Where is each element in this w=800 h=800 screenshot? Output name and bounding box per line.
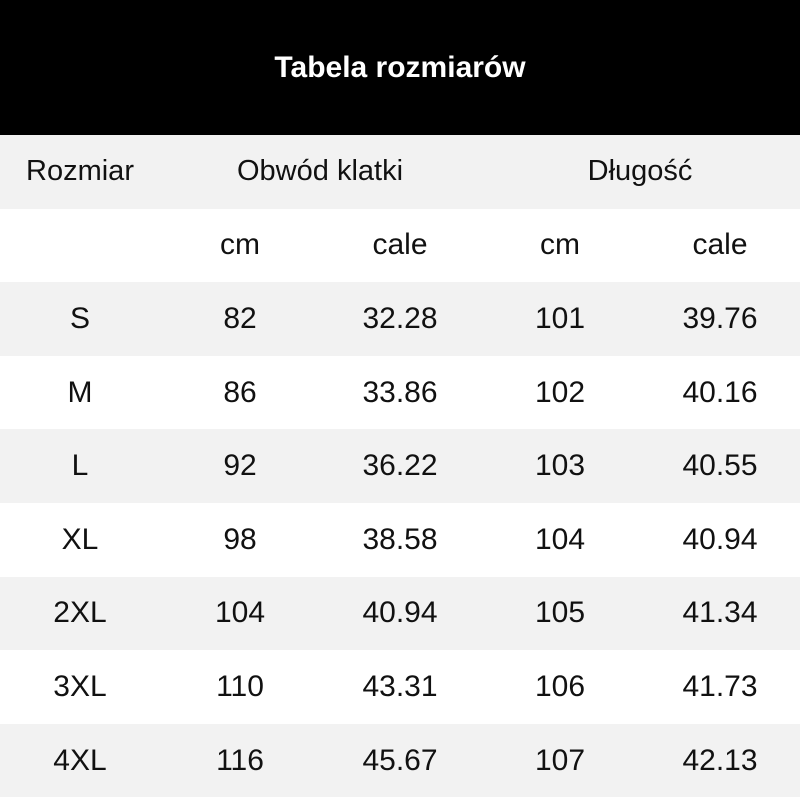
cell-size: S <box>69 301 90 335</box>
cell-length-in: 40.16 <box>682 375 758 409</box>
title-bar: Tabela rozmiarów <box>0 0 800 135</box>
table-row: 4XL 116 45.67 107 42.13 <box>0 723 800 798</box>
cell-chest-in: 43.31 <box>362 669 438 703</box>
cell-length-cm: 106 <box>534 669 586 703</box>
table-row: S 82 32.28 101 39.76 <box>0 282 800 356</box>
cell-chest-in: 40.94 <box>362 596 438 630</box>
cell-chest-cm: 116 <box>216 743 264 777</box>
cell-length-cm: 102 <box>534 375 586 409</box>
unit-length-in: cale <box>692 228 748 262</box>
cell-size: 3XL <box>53 669 107 703</box>
cell-size: 4XL <box>53 743 107 777</box>
unit-chest-cm: cm <box>220 228 260 262</box>
header-row: Rozmiar Obwód klatki Długość <box>0 135 800 209</box>
cell-chest-in: 33.86 <box>362 375 438 409</box>
header-length: Długość <box>587 155 693 188</box>
unit-length-cm: cm <box>540 228 581 262</box>
cell-size: M <box>67 375 93 409</box>
cell-chest-cm: 86 <box>223 375 257 409</box>
size-table: Rozmiar Obwód klatki Długość cm cale cm … <box>0 135 800 798</box>
cell-length-in: 40.55 <box>682 449 758 483</box>
cell-chest-in: 32.28 <box>362 301 438 335</box>
cell-length-in: 42.13 <box>682 743 758 777</box>
units-row: cm cale cm cale <box>0 208 800 283</box>
cell-size: 2XL <box>53 596 107 630</box>
table-row: 2XL 104 40.94 105 41.34 <box>0 576 800 651</box>
unit-chest-in: cale <box>372 228 428 262</box>
cell-length-in: 41.34 <box>682 596 758 630</box>
header-chest: Obwód klatki <box>237 155 404 188</box>
cell-length-in: 41.73 <box>682 669 758 703</box>
cell-chest-in: 45.67 <box>362 743 438 777</box>
units-empty <box>0 209 160 283</box>
cell-chest-in: 36.22 <box>362 449 438 483</box>
cell-chest-cm: 98 <box>223 522 257 556</box>
cell-chest-cm: 82 <box>223 301 257 335</box>
cell-chest-cm: 92 <box>223 449 257 483</box>
table-row: M 86 33.86 102 40.16 <box>0 355 800 430</box>
table-row: XL 98 38.58 104 40.94 <box>0 502 800 577</box>
cell-length-cm: 101 <box>534 301 586 335</box>
cell-chest-in: 38.58 <box>362 522 438 556</box>
cell-length-in: 39.76 <box>682 301 758 335</box>
cell-length-cm: 103 <box>534 449 586 483</box>
cell-length-cm: 107 <box>534 743 586 777</box>
cell-length-in: 40.94 <box>682 522 758 556</box>
cell-length-cm: 104 <box>534 522 586 556</box>
cell-size: XL <box>61 522 99 556</box>
cell-size: L <box>71 449 89 483</box>
cell-chest-cm: 104 <box>214 596 266 630</box>
table-row: 3XL 110 43.31 106 41.73 <box>0 650 800 724</box>
page-title: Tabela rozmiarów <box>274 50 526 84</box>
cell-chest-cm: 110 <box>216 669 264 703</box>
table-row: L 92 36.22 103 40.55 <box>0 429 800 503</box>
header-size: Rozmiar <box>26 155 134 188</box>
cell-length-cm: 105 <box>534 596 586 630</box>
